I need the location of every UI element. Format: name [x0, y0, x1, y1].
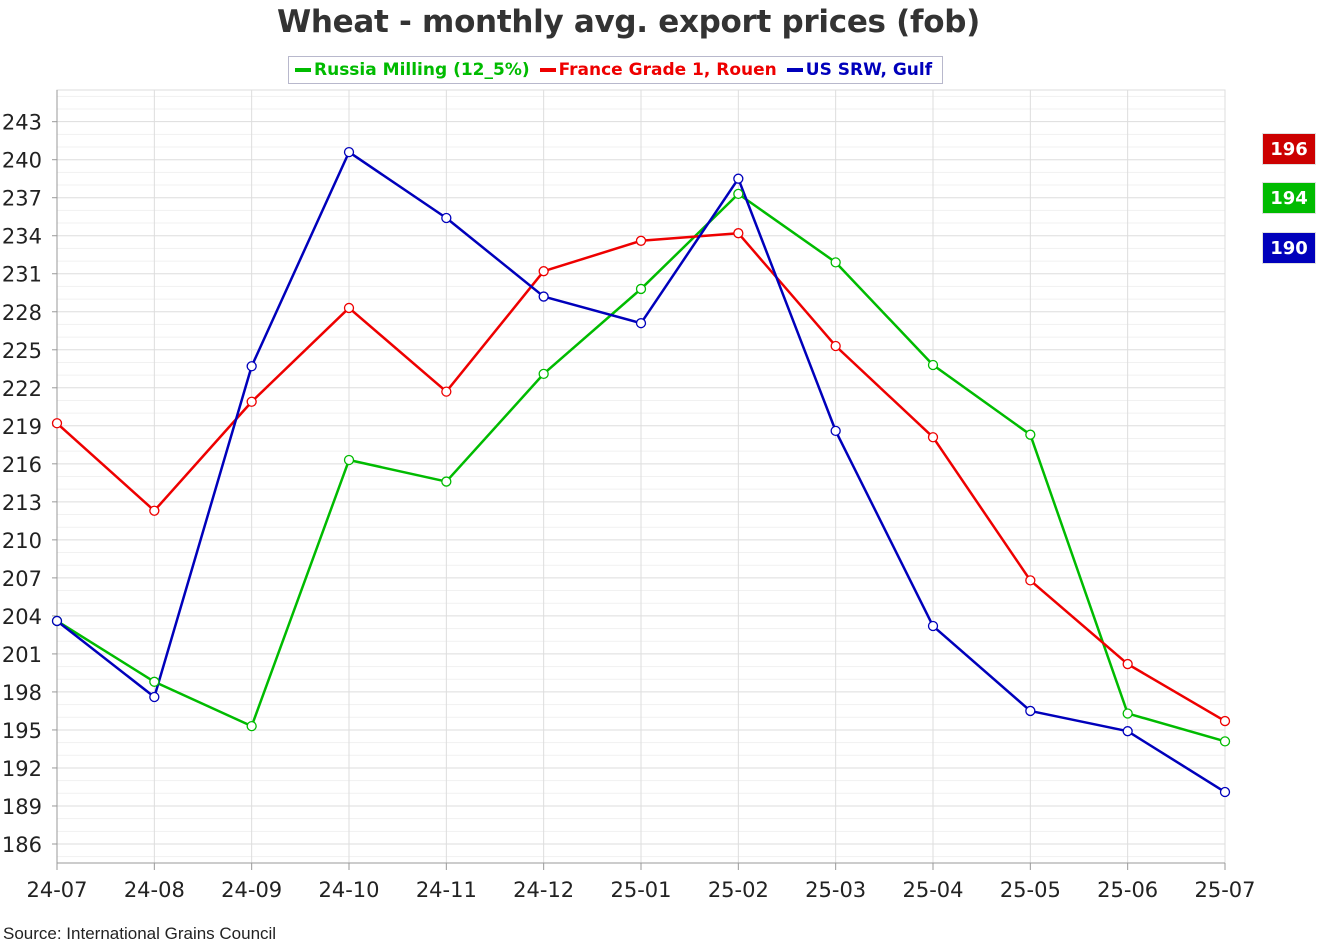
y-tick-label: 204: [2, 605, 42, 629]
x-tick-label: 24-09: [221, 878, 282, 902]
series-point-2[interactable]: [538, 291, 549, 302]
series-point-1[interactable]: [149, 505, 160, 516]
series-point-2[interactable]: [1122, 726, 1133, 737]
legend-label-france: France Grade 1, Rouen: [558, 60, 777, 80]
x-tick-label: 25-01: [610, 878, 671, 902]
last-value-badge-france: 196: [1262, 133, 1316, 165]
series-lines: [51, 146, 1231, 798]
x-tick-label: 24-08: [124, 878, 185, 902]
legend-label-russia: Russia Milling (12_5%): [314, 60, 530, 80]
y-tick-label: 222: [2, 377, 42, 401]
series-point-0[interactable]: [441, 476, 452, 487]
series-point-0[interactable]: [1025, 429, 1036, 440]
series-point-0[interactable]: [1122, 708, 1133, 719]
series-point-1[interactable]: [343, 302, 355, 314]
series-point-2[interactable]: [441, 212, 452, 224]
legend: Russia Milling (12_5%) France Grade 1, R…: [288, 56, 944, 84]
y-axis-tick-labels: 243 240 237 234 231 228 225 222 219 216 213 210 207 2…: [2, 111, 42, 857]
series-point-2[interactable]: [733, 173, 744, 184]
grid-lines: [56, 89, 1226, 864]
legend-item-us[interactable]: US SRW, Gulf: [786, 60, 933, 80]
x-tick-label: 24-11: [416, 878, 477, 902]
series-point-1[interactable]: [1025, 575, 1036, 586]
series-point-0[interactable]: [149, 676, 160, 687]
series-point-2[interactable]: [51, 615, 63, 627]
y-tick-label: 240: [2, 149, 42, 173]
y-tick-label: 216: [2, 453, 42, 477]
y-tick-label: 195: [2, 719, 42, 743]
series-point-1[interactable]: [635, 235, 647, 246]
x-tick-label: 24-07: [26, 878, 87, 902]
series-point-2[interactable]: [246, 361, 257, 372]
y-tick-label: 189: [2, 795, 42, 819]
series-point-1[interactable]: [830, 340, 841, 352]
series-point-1[interactable]: [733, 228, 744, 239]
y-tick-label: 207: [2, 567, 42, 591]
legend-label-us: US SRW, Gulf: [805, 60, 933, 80]
x-tick-label: 25-04: [902, 878, 963, 902]
y-tick-label: 192: [2, 757, 42, 781]
x-axis-tick-labels: 24-07 24-08 24-09 24-10 24-11 24-12 25-01 25-02…: [26, 878, 1255, 902]
y-tick-label: 210: [2, 529, 42, 553]
y-tick-label: 237: [2, 187, 42, 211]
chart-title: Wheat - monthly avg. export prices (fob): [276, 4, 980, 40]
legend-swatch-france: [539, 68, 556, 72]
series-point-2[interactable]: [149, 691, 160, 703]
series-point-1[interactable]: [538, 266, 549, 277]
series-point-0[interactable]: [246, 720, 257, 732]
legend-item-france[interactable]: France Grade 1, Rouen: [539, 60, 777, 80]
y-tick-label: 231: [2, 263, 42, 287]
y-tick-label: 186: [2, 833, 42, 857]
x-tick-label: 25-02: [708, 878, 769, 902]
x-tick-label: 25-03: [805, 878, 866, 902]
last-value-badge-us: 190: [1262, 232, 1316, 264]
series-point-0[interactable]: [830, 257, 841, 268]
x-tick-label: 24-10: [318, 878, 379, 902]
source-note: Source: International Grains Council: [3, 924, 277, 943]
series-point-1[interactable]: [1122, 658, 1133, 670]
y-tick-label: 234: [2, 225, 42, 249]
series-point-2[interactable]: [927, 620, 939, 632]
series-point-0[interactable]: [733, 188, 744, 200]
legend-swatch-russia: [295, 68, 311, 72]
x-tick-label: 25-06: [1097, 878, 1158, 902]
x-tick-label: 25-05: [1000, 878, 1061, 902]
series-point-2[interactable]: [1219, 786, 1231, 798]
x-tick-label: 25-07: [1194, 878, 1255, 902]
y-tick-label: 243: [2, 111, 42, 135]
last-value-badge-russia: 194: [1262, 182, 1316, 214]
y-tick-label: 228: [2, 301, 42, 325]
series-point-1[interactable]: [927, 432, 939, 443]
y-tick-label: 201: [2, 643, 42, 667]
series-point-1[interactable]: [246, 396, 257, 407]
y-tick-label: 225: [2, 339, 42, 363]
axes: [52, 90, 1226, 870]
series-point-0[interactable]: [927, 359, 939, 371]
y-tick-label: 198: [2, 681, 42, 705]
series-point-0[interactable]: [538, 368, 549, 380]
series-point-0[interactable]: [1219, 736, 1231, 747]
series-point-0[interactable]: [343, 454, 355, 466]
y-tick-label: 219: [2, 415, 42, 439]
series-point-1[interactable]: [51, 418, 63, 429]
series-point-2[interactable]: [1025, 705, 1036, 717]
series-point-1[interactable]: [441, 386, 452, 397]
y-tick-label: 213: [2, 491, 42, 515]
series-point-1[interactable]: [1219, 715, 1231, 727]
series-point-2[interactable]: [830, 425, 841, 437]
series-point-2[interactable]: [635, 318, 647, 329]
x-tick-label: 24-12: [513, 878, 574, 902]
legend-swatch-us: [786, 68, 803, 72]
series-point-0[interactable]: [635, 283, 647, 295]
legend-item-russia[interactable]: Russia Milling (12_5%): [295, 60, 530, 80]
series-point-2[interactable]: [343, 146, 355, 158]
